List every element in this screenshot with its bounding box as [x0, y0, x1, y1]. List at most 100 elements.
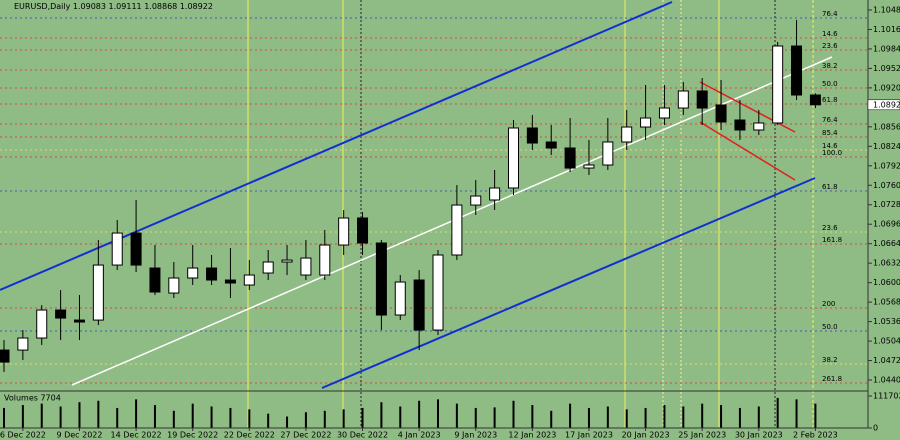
- bear-body: [130, 232, 142, 266]
- bull-body: [489, 187, 501, 201]
- low-value: 1.08868: [144, 2, 177, 11]
- bear-body: [564, 147, 576, 169]
- level-label: 200: [822, 300, 835, 308]
- y-tick-label: 1.08560: [873, 122, 900, 131]
- price-axis-bg: [868, 0, 900, 440]
- bull-body: [432, 254, 444, 331]
- y-tick-label: 1.05680: [873, 298, 900, 307]
- level-label: 23.6: [822, 224, 838, 232]
- vertical-lines: [247, 0, 814, 428]
- bull-body: [187, 267, 199, 279]
- bull-body: [507, 127, 519, 189]
- x-tick-label: 2 Feb 2023: [793, 431, 838, 440]
- y-tick-label: 1.09520: [873, 64, 900, 73]
- volume-label: Volumes 7704: [4, 394, 61, 403]
- level-label: 50.0: [822, 323, 838, 331]
- y-tick-label: 1.05360: [873, 317, 900, 326]
- open-value: 1.09083: [73, 2, 106, 11]
- bull-body: [658, 107, 670, 119]
- x-tick-label: 4 Jan 2023: [398, 431, 441, 440]
- level-label: 261.8: [822, 375, 842, 383]
- bull-body: [753, 122, 765, 131]
- levels: 76.414.623.638.250.061.876.485.414.6100.…: [0, 10, 868, 384]
- y-tick-label: 1.04720: [873, 356, 900, 365]
- x-tick-label: 19 Dec 2022: [167, 431, 218, 440]
- header: EURUSD,Daily 1.09083 1.09111 1.08868 1.0…: [14, 2, 213, 11]
- v-tick-label: 111702: [873, 392, 900, 401]
- x-tick-label: 22 Dec 2022: [224, 431, 275, 440]
- x-tick-label: 30 Jan 2023: [735, 431, 783, 440]
- bull-body: [621, 126, 633, 143]
- x-tick-label: 17 Jan 2023: [565, 431, 613, 440]
- bull-body: [470, 195, 482, 206]
- bear-body: [375, 242, 387, 316]
- y-tick-label: 1.08240: [873, 142, 900, 151]
- bear-body: [149, 267, 161, 293]
- x-tick-label: 12 Jan 2023: [508, 431, 556, 440]
- bear-body: [0, 349, 10, 363]
- level-label: 61.8: [822, 96, 838, 104]
- y-tick-label: 1.05040: [873, 337, 900, 346]
- level-label: 100.0: [822, 149, 842, 157]
- level-label: 85.4: [822, 129, 838, 137]
- bear-body: [206, 267, 218, 281]
- price-marker: 1.08922: [873, 100, 900, 109]
- bull-body: [772, 45, 784, 124]
- bull-body: [281, 259, 293, 263]
- symbol: EURUSD,Daily: [14, 2, 71, 11]
- x-tick-label: 14 Dec 2022: [111, 431, 162, 440]
- bull-body: [111, 232, 123, 266]
- level-label: 38.2: [822, 356, 838, 364]
- bull-body: [602, 141, 614, 166]
- bull-body: [168, 277, 180, 294]
- wedge-upper: [699, 81, 796, 133]
- x-tick-label: 9 Jan 2023: [454, 431, 497, 440]
- high-value: 1.09111: [109, 2, 142, 11]
- y-tick-label: 1.06640: [873, 239, 900, 248]
- v-tick-label: 0: [873, 424, 878, 433]
- y-tick-label: 1.09840: [873, 44, 900, 53]
- bear-body: [734, 119, 746, 131]
- bull-body: [677, 90, 689, 109]
- x-tick-label: 27 Dec 2022: [280, 431, 331, 440]
- bear-body: [73, 319, 85, 323]
- level-label: 50.0: [822, 80, 838, 88]
- level-label: 76.4: [822, 10, 838, 18]
- bull-body: [300, 257, 312, 276]
- bull-body: [17, 337, 29, 351]
- bear-body: [357, 217, 369, 244]
- level-label: 14.6: [822, 30, 838, 38]
- bull-body: [451, 204, 463, 256]
- bull-body: [36, 309, 48, 339]
- bull-body: [338, 217, 350, 246]
- level-label: 76.4: [822, 116, 838, 124]
- x-tick-label: 25 Jan 2023: [678, 431, 726, 440]
- price-marker-bg: [867, 99, 900, 111]
- level-label: 14.6: [822, 142, 838, 150]
- y-tick-label: 1.10160: [873, 25, 900, 34]
- close-value: 1.08922: [180, 2, 213, 11]
- y-tick-label: 1.06320: [873, 259, 900, 268]
- level-label: 23.6: [822, 42, 838, 50]
- bull-body: [243, 274, 255, 286]
- y-tick-label: 1.09200: [873, 83, 900, 92]
- bull-body: [394, 281, 406, 316]
- bear-body: [791, 45, 803, 96]
- bear-body: [809, 94, 821, 106]
- y-tick-label: 1.07280: [873, 200, 900, 209]
- bull-body: [92, 264, 104, 321]
- level-label: 61.8: [822, 183, 838, 191]
- bull-body: [640, 117, 652, 128]
- level-label: 161.8: [822, 236, 842, 244]
- wedge-lower: [699, 121, 796, 181]
- y-tick-label: 1.06000: [873, 278, 900, 287]
- x-tick-label: 30 Dec 2022: [337, 431, 388, 440]
- bear-body: [526, 127, 538, 144]
- y-tick-label: 1.07920: [873, 161, 900, 170]
- x-tick-label: 9 Dec 2022: [56, 431, 102, 440]
- bear-body: [545, 141, 557, 149]
- candles: [0, 19, 821, 428]
- bear-body: [55, 309, 67, 319]
